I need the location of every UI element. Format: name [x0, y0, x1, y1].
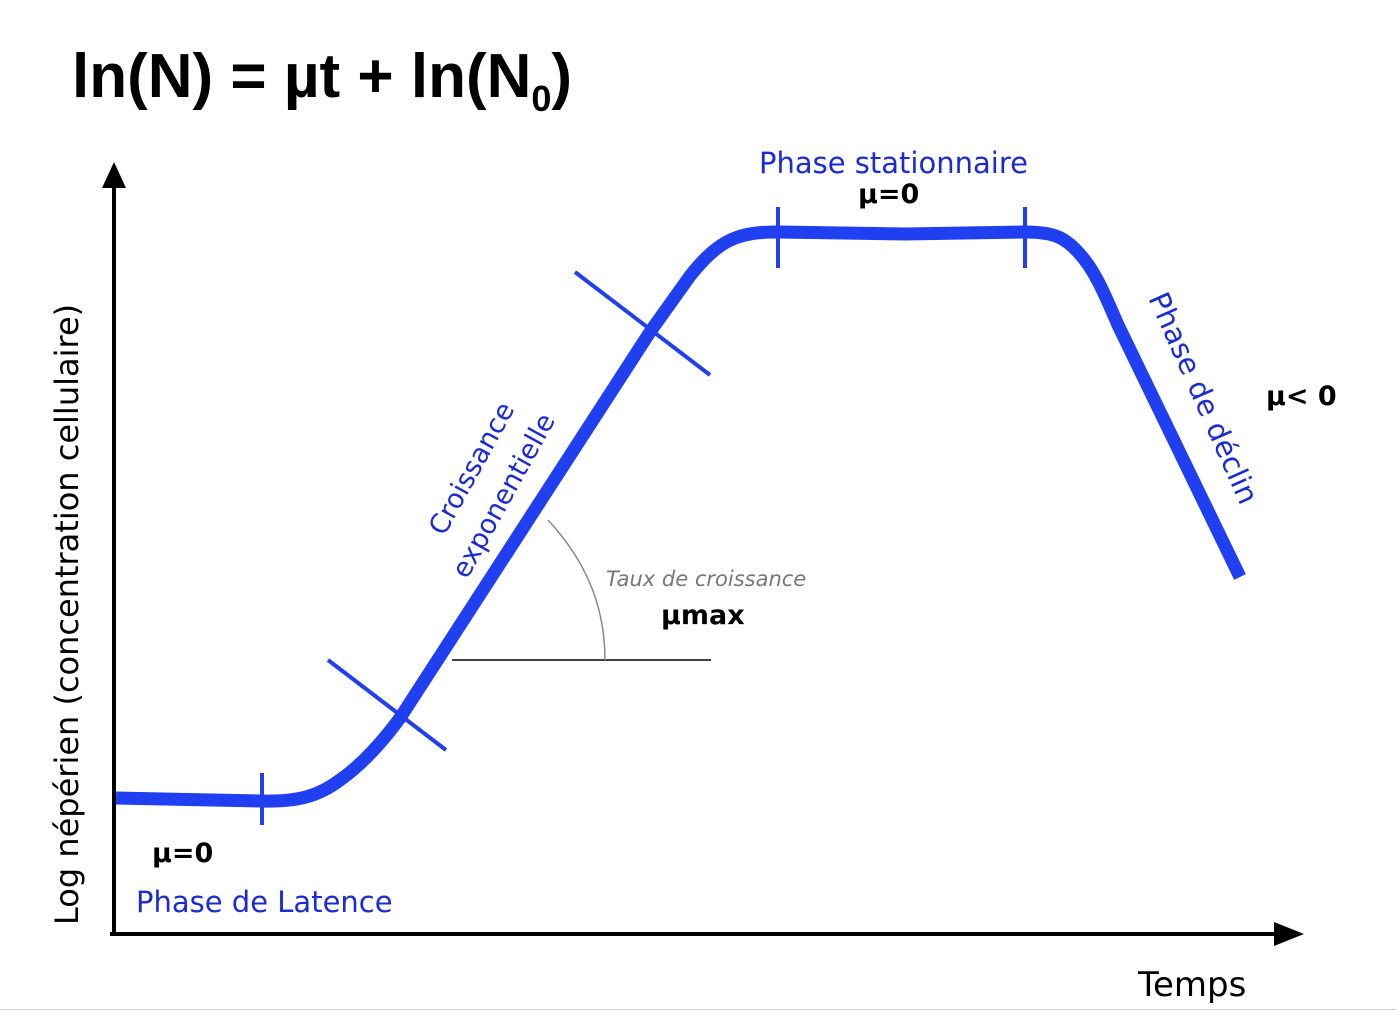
stationary-phase-label: Phase stationnaire [759, 146, 1028, 180]
bottom-divider [0, 1009, 1396, 1010]
decline-mu-label: µ< 0 [1266, 381, 1337, 412]
equation-title: ln(N) = µt + ln(N0) [72, 42, 572, 119]
x-axis-arrow [1274, 922, 1304, 946]
x-axis-label: Temps [1137, 965, 1246, 1005]
exponential-end-tick [573, 270, 712, 377]
exponential-start-tick [326, 658, 448, 752]
y-axis-arrow [102, 162, 126, 188]
rate-angle-arc [547, 519, 606, 661]
growth-curve [115, 225, 1246, 808]
growth-rate-symbol: µmax [661, 600, 745, 631]
lag-mu-label: µ=0 [152, 838, 213, 869]
growth-rate-label: Taux de croissance [606, 567, 806, 591]
stationary-mu-label: µ=0 [858, 179, 919, 210]
lag-phase-label: Phase de Latence [136, 885, 393, 919]
y-axis-label: Log népérien (concentration cellulaire) [48, 304, 86, 925]
